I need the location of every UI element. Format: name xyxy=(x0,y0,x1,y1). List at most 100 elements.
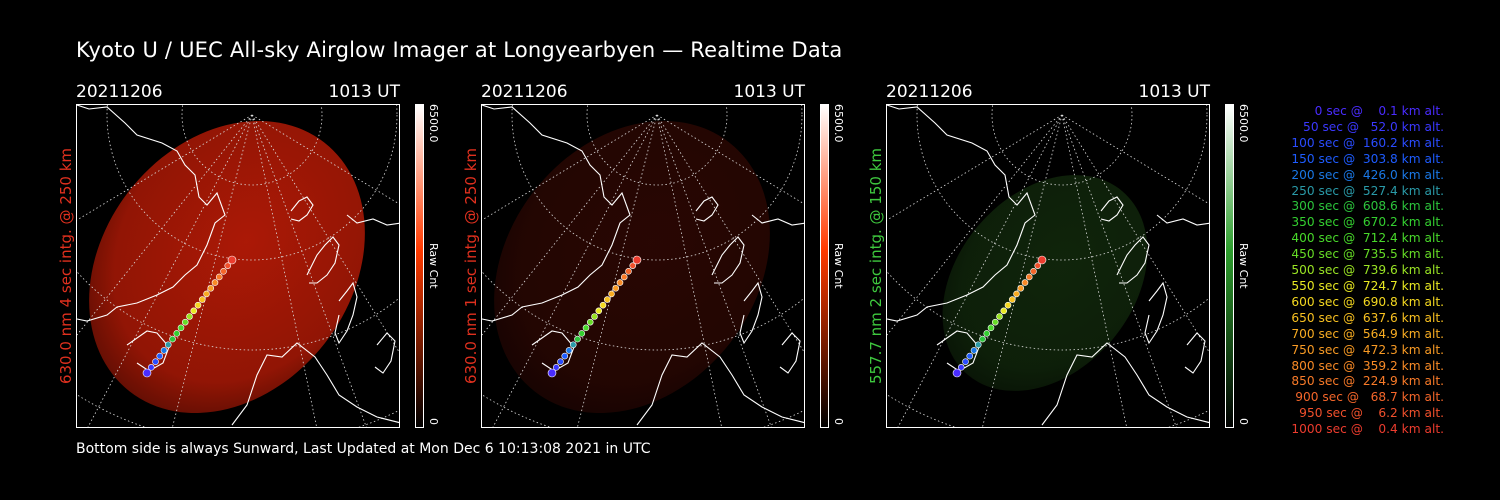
latitude-circle xyxy=(77,271,399,351)
meridian-line xyxy=(77,114,253,336)
legend-row: 600 sec @ 690.8 km alt. xyxy=(1287,294,1444,309)
trajectory-point xyxy=(578,330,586,337)
trajectory-point xyxy=(207,284,215,292)
coastline xyxy=(636,342,804,426)
legend-row: 900 sec @ 68.7 km alt. xyxy=(1291,390,1444,405)
trajectory-point xyxy=(1000,307,1008,315)
legend-row: 150 sec @ 303.8 km alt. xyxy=(1287,151,1444,166)
legend-row: 100 sec @ 160.2 km alt. xyxy=(1287,135,1444,150)
trajectory-point xyxy=(211,279,219,286)
panel-2-image xyxy=(481,104,805,428)
meridian-line xyxy=(656,114,804,205)
trajectory-point xyxy=(979,335,986,343)
coastline xyxy=(711,236,745,284)
panel-1-image xyxy=(76,104,400,428)
legend-row: 300 sec @ 608.6 km alt. xyxy=(1287,199,1444,214)
panel-2-colorbar-max: 6500.0 xyxy=(832,104,845,143)
trajectory-point xyxy=(227,255,237,265)
airglow-fov xyxy=(494,120,770,414)
panel-3-time: 1013 UT xyxy=(1138,82,1211,102)
trajectory-point xyxy=(203,290,210,298)
meridian-line xyxy=(656,114,722,427)
trajectory-point xyxy=(186,313,193,320)
trajectory-point xyxy=(1021,279,1029,286)
coastline xyxy=(779,332,801,374)
trajectory-point xyxy=(991,318,999,326)
panel-3-date: 20211206 xyxy=(886,82,973,102)
trajectory-point xyxy=(974,341,982,349)
coastline xyxy=(695,196,719,222)
panel-2-colorbar xyxy=(820,104,829,428)
trajectory-point xyxy=(574,335,581,343)
trajectory-point xyxy=(173,330,181,337)
panel-3-colorbar-max: 6500.0 xyxy=(1237,104,1250,143)
latitude-circle xyxy=(482,271,804,351)
trajectory-point xyxy=(1034,262,1042,269)
meridian-line xyxy=(897,114,1063,427)
meridian-line xyxy=(87,114,253,427)
trajectory-point xyxy=(632,255,642,265)
trajectory-point xyxy=(181,318,189,326)
coastline xyxy=(482,105,631,322)
panel-1-colorbar xyxy=(415,104,424,428)
trajectory-point xyxy=(608,290,615,298)
trajectory-point xyxy=(966,352,974,360)
legend-row: 400 sec @ 712.4 km alt. xyxy=(1287,231,1444,246)
trajectory-point xyxy=(1004,301,1012,309)
coastline xyxy=(1184,332,1206,374)
trajectory-point xyxy=(177,324,185,332)
latitude-circle xyxy=(887,271,1209,351)
legend-row: 850 sec @ 224.9 km alt. xyxy=(1287,374,1444,389)
trajectory-point xyxy=(1013,290,1020,298)
trajectory-point xyxy=(987,324,995,332)
trajectory-point xyxy=(983,330,991,337)
trajectory-point xyxy=(569,341,577,349)
panel-3-colorbar-min: 0 xyxy=(1237,418,1250,425)
legend-row: 250 sec @ 527.4 km alt. xyxy=(1287,183,1444,198)
trajectory-point xyxy=(160,347,168,354)
panel-1-side-label: 630.0 nm 4 sec intg. @ 250 km xyxy=(57,147,75,385)
meridian-line xyxy=(251,114,317,427)
coastline xyxy=(374,332,396,374)
legend-row: 350 sec @ 670.2 km alt. xyxy=(1287,215,1444,230)
trajectory-point xyxy=(603,296,611,303)
legend-row: 200 sec @ 426.0 km alt. xyxy=(1287,167,1444,182)
trajectory-point xyxy=(629,262,637,269)
footer-status: Bottom side is always Sunward, Last Upda… xyxy=(76,441,651,457)
trajectory-point xyxy=(625,268,632,275)
meridian-line xyxy=(482,114,658,336)
latitude-circle xyxy=(181,105,323,186)
trajectory-point xyxy=(599,301,607,309)
panel-2-colorbar-unit: Raw Cnt xyxy=(832,243,845,289)
trajectory-point xyxy=(957,364,965,371)
coastline xyxy=(334,281,358,345)
meridian-line xyxy=(251,114,399,205)
meridian-line xyxy=(1061,114,1209,205)
panel-3-colorbar-unit: Raw Cnt xyxy=(1237,243,1250,289)
coastline xyxy=(1144,281,1168,345)
coastline xyxy=(1041,342,1209,426)
latitude-circle xyxy=(586,105,728,186)
trajectory-point xyxy=(1008,296,1016,303)
trajectory-point xyxy=(595,307,603,315)
coastline xyxy=(739,281,763,345)
coastline xyxy=(346,214,399,226)
latitude-circle xyxy=(511,105,803,261)
meridian-line xyxy=(887,114,1063,336)
trajectory-point xyxy=(1025,273,1033,281)
trajectory-point xyxy=(616,279,624,286)
trajectory-legend: 0 sec @ 0.1 km alt. 50 sec @ 52.0 km alt… xyxy=(1262,104,1444,438)
trajectory-point xyxy=(220,268,227,275)
panel-1-time: 1013 UT xyxy=(328,82,401,102)
trajectory-point xyxy=(970,347,978,354)
panel-2-colorbar-min: 0 xyxy=(832,418,845,425)
panel-2-map xyxy=(482,105,804,427)
trajectory-point xyxy=(224,262,232,269)
meridian-line xyxy=(1061,114,1127,427)
coastline xyxy=(1116,236,1150,284)
meridian-line xyxy=(1061,114,1209,353)
coastline xyxy=(306,236,340,284)
trajectory-point xyxy=(557,358,564,366)
meridian-line xyxy=(251,114,399,353)
legend-row: 950 sec @ 6.2 km alt. xyxy=(1295,406,1444,421)
